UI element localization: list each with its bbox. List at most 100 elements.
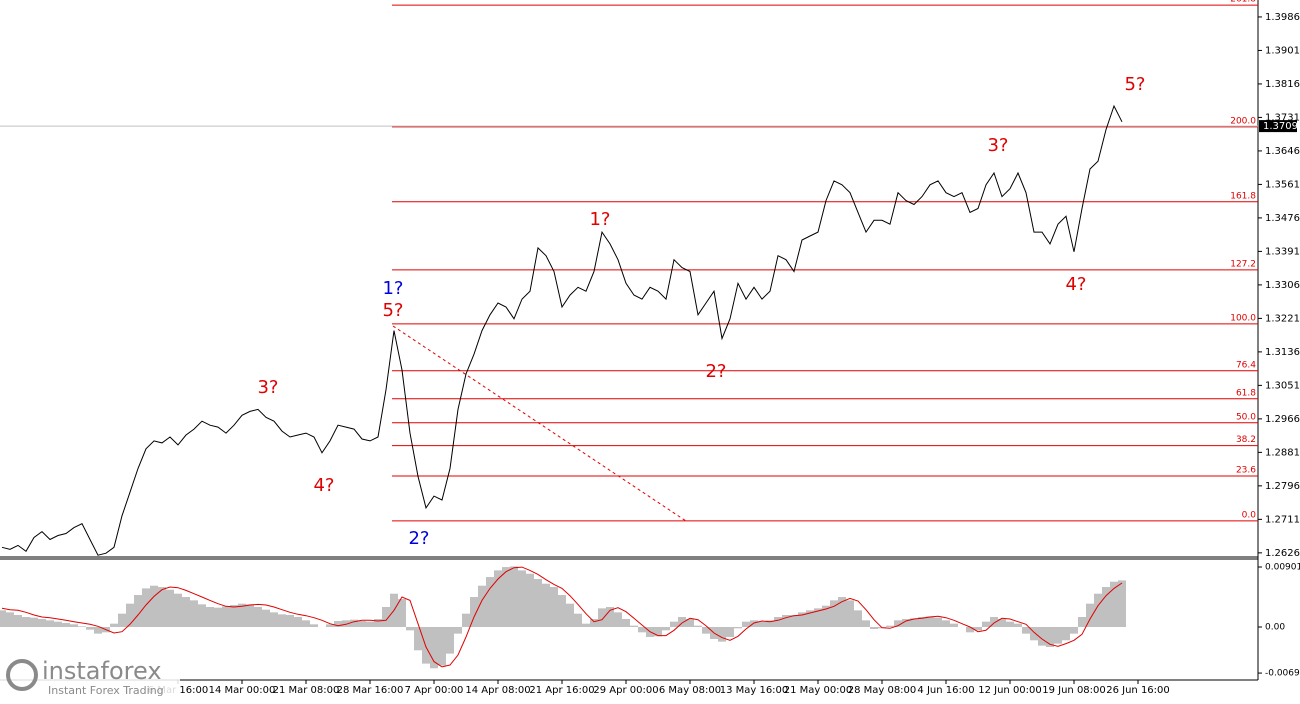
macd-bar <box>190 600 198 627</box>
macd-bar <box>6 612 14 627</box>
macd-bar <box>118 613 126 627</box>
macd-bar <box>462 613 470 627</box>
logo-icon <box>6 659 38 691</box>
macd-bar <box>166 589 174 627</box>
macd-bar <box>510 566 518 627</box>
x-tick-label: 13 May 16:00 <box>720 685 789 696</box>
macd-bar <box>1006 621 1014 627</box>
macd-bar <box>518 570 526 627</box>
macd-bar <box>38 619 46 627</box>
macd-bar <box>830 600 838 627</box>
wave-label: 5? <box>382 300 403 321</box>
macd-bar <box>950 623 958 627</box>
macd-bar <box>350 619 358 627</box>
macd-bar <box>446 626 454 654</box>
macd-bar <box>1014 623 1022 627</box>
macd-bar <box>926 616 934 627</box>
y-tick-label: 1.3391 <box>1265 246 1300 257</box>
macd-bar <box>134 595 142 627</box>
wave-label: 5? <box>1124 74 1145 95</box>
macd-bar <box>718 626 726 642</box>
macd-bar <box>534 579 542 627</box>
x-tick-label: 14 Apr 08:00 <box>465 685 530 696</box>
macd-bar <box>614 612 622 627</box>
fib-label: 127.2 <box>1230 259 1256 269</box>
y-tick-label: 1.2711 <box>1265 514 1300 525</box>
macd-bar <box>326 624 334 627</box>
macd-bar <box>422 626 430 664</box>
macd-bar <box>838 597 846 627</box>
macd-bar <box>494 570 502 627</box>
y-tick-label: 1.3731 <box>1265 112 1300 123</box>
macd-bar <box>406 626 414 631</box>
macd-bar <box>366 621 374 627</box>
wave-label: 4? <box>1065 274 1086 295</box>
macd-bar <box>270 612 278 627</box>
macd-bar <box>1102 587 1110 627</box>
last-price-label: 1.3709 <box>1263 121 1298 132</box>
logo-name: instaforex <box>42 657 162 685</box>
macd-bar <box>590 619 598 627</box>
macd-bar <box>606 607 614 627</box>
fib-label: 100.0 <box>1230 313 1256 323</box>
fib-label: 0.0 <box>1242 510 1257 520</box>
macd-bar <box>1094 593 1102 627</box>
x-tick-label: 4 Jun 16:00 <box>917 685 974 696</box>
price-line <box>1 104 1123 556</box>
macd-bar <box>182 597 190 627</box>
fib-label: 23.6 <box>1236 466 1256 476</box>
macd-bar <box>662 626 670 631</box>
macd-bar <box>630 625 638 627</box>
macd-bar <box>110 623 118 627</box>
signal-line <box>1 566 1123 668</box>
macd-bar <box>862 620 870 627</box>
macd-bar <box>806 610 814 627</box>
y-tick-label: 1.3306 <box>1265 280 1300 291</box>
fib-label: 61.8 <box>1236 388 1256 398</box>
macd-bar <box>894 620 902 627</box>
macd-bar <box>150 585 158 627</box>
y-tick-label: 1.3136 <box>1265 347 1300 358</box>
x-tick-label: 21 Apr 16:00 <box>529 685 594 696</box>
y-tick-label: 1.3986 <box>1265 12 1300 23</box>
macd-bar <box>78 626 86 627</box>
macd-bar <box>990 617 998 627</box>
macd-bar <box>782 615 790 627</box>
macd-bar <box>382 607 390 627</box>
x-tick-label: 28 May 08:00 <box>848 685 917 696</box>
macd-bar <box>822 605 830 627</box>
trend-line <box>392 325 687 522</box>
macd-bar <box>758 621 766 627</box>
wave-label: 3? <box>257 377 278 398</box>
fib-label: 50.0 <box>1236 412 1256 422</box>
macd-bar <box>30 617 38 627</box>
fib-label: 76.4 <box>1236 360 1256 370</box>
macd-bar <box>206 607 214 627</box>
macd-bar <box>574 613 582 627</box>
fib-label: 38.2 <box>1236 435 1256 445</box>
macd-bar <box>502 567 510 627</box>
macd-bar <box>622 619 630 627</box>
macd-bar <box>454 626 462 634</box>
macd-bar <box>1070 626 1078 634</box>
macd-bar <box>478 585 486 627</box>
macd-bar <box>0 610 6 627</box>
macd-bar <box>294 617 302 627</box>
y-tick-label: 1.3476 <box>1265 213 1300 224</box>
macd-bar <box>62 622 70 627</box>
fib-label: 261.8 <box>1230 0 1256 5</box>
y-tick-label: 1.3051 <box>1265 380 1300 391</box>
macd-bar <box>174 593 182 627</box>
wave-label: 1? <box>382 278 403 299</box>
macd-bar <box>998 619 1006 627</box>
macd-bar <box>470 597 478 627</box>
macd-bar <box>1078 617 1086 627</box>
fib-label: 200.0 <box>1230 116 1256 126</box>
macd-bar <box>910 618 918 627</box>
macd-bar <box>686 619 694 627</box>
wave-label: 2? <box>705 361 726 382</box>
macd-bar <box>678 617 686 627</box>
macd-bar <box>750 620 758 627</box>
macd-bar <box>694 625 702 627</box>
macd-bar <box>262 609 270 627</box>
